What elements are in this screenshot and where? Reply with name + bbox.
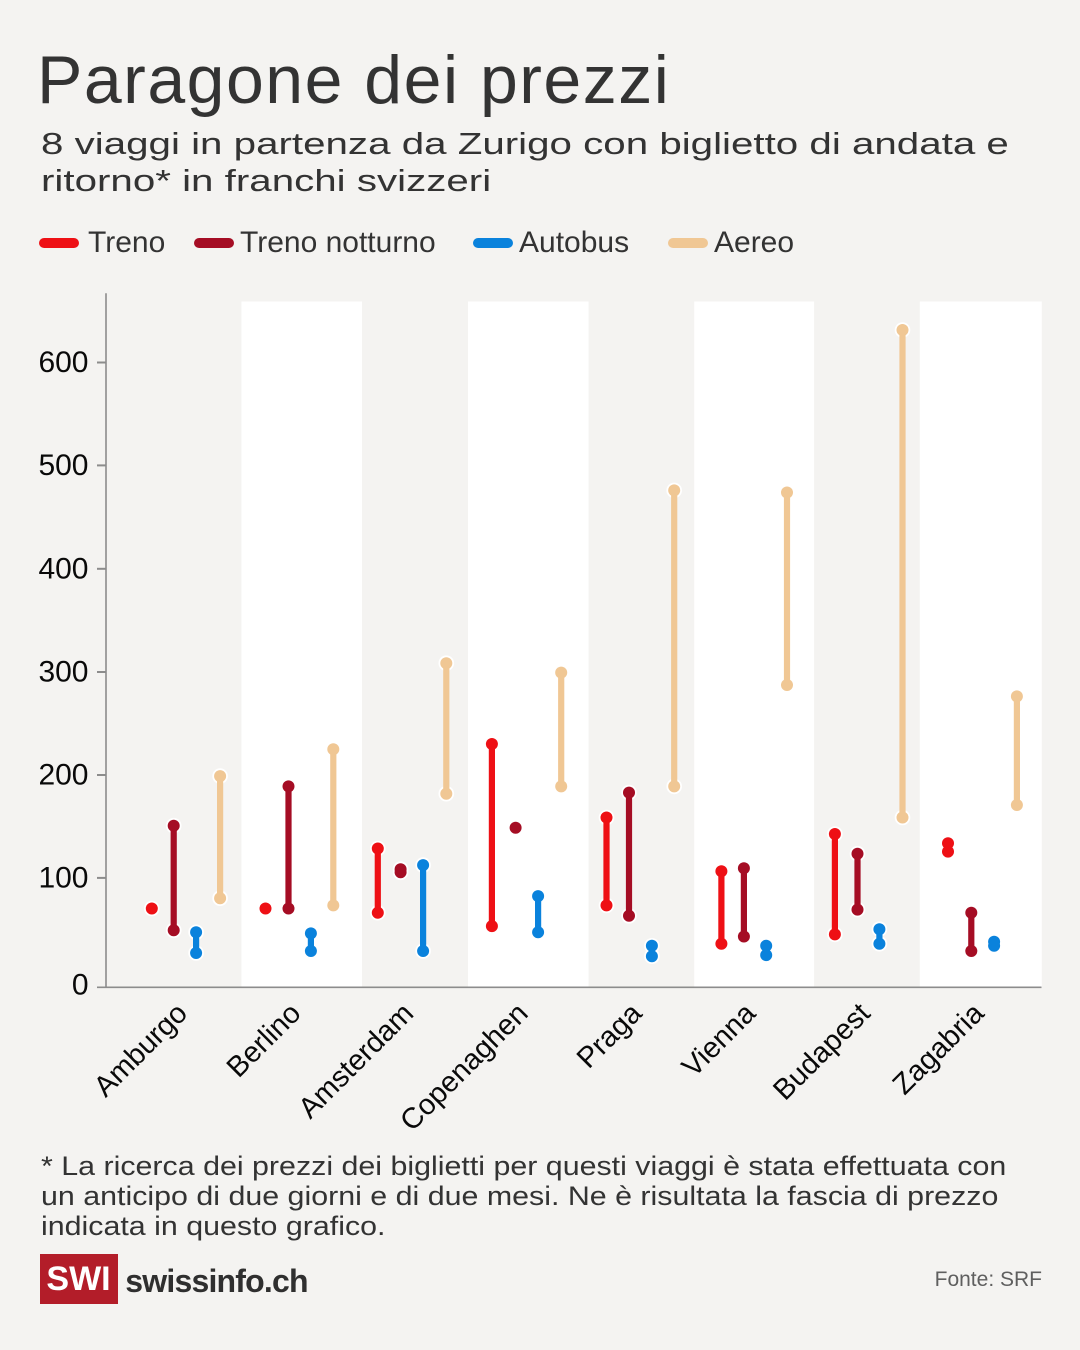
svg-text:0: 0 xyxy=(72,968,89,1001)
svg-text:Vienna: Vienna xyxy=(676,997,763,1084)
svg-text:400: 400 xyxy=(38,552,88,585)
svg-text:Zagabria: Zagabria xyxy=(887,997,991,1101)
svg-text:200: 200 xyxy=(38,759,88,792)
svg-text:Amsterdam: Amsterdam xyxy=(293,997,420,1124)
svg-text:100: 100 xyxy=(38,862,88,895)
svg-text:Praga: Praga xyxy=(571,997,649,1075)
svg-text:Berlino: Berlino xyxy=(221,997,307,1083)
svg-text:300: 300 xyxy=(38,656,88,689)
svg-text:500: 500 xyxy=(38,449,88,482)
svg-text:Amburgo: Amburgo xyxy=(88,997,194,1103)
svg-text:Budapest: Budapest xyxy=(767,997,876,1106)
svg-text:600: 600 xyxy=(38,346,88,379)
